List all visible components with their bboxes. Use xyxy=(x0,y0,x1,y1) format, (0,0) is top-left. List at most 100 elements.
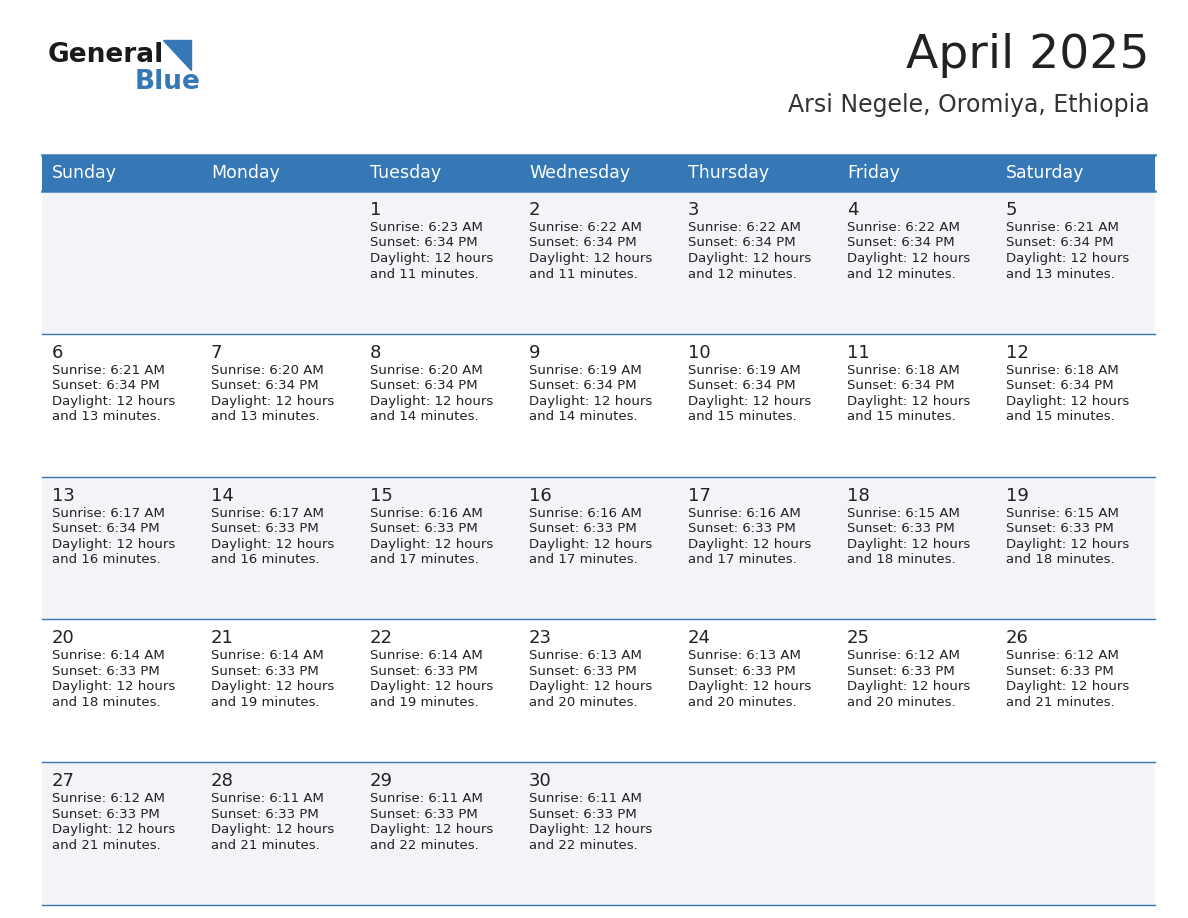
Text: Daylight: 12 hours: Daylight: 12 hours xyxy=(1006,538,1130,551)
Text: Sunrise: 6:18 AM: Sunrise: 6:18 AM xyxy=(847,364,960,376)
Text: Sunrise: 6:23 AM: Sunrise: 6:23 AM xyxy=(369,221,482,234)
Text: 23: 23 xyxy=(529,630,552,647)
Bar xyxy=(42,476,201,620)
Text: Sunset: 6:33 PM: Sunset: 6:33 PM xyxy=(529,665,637,677)
Text: and 22 minutes.: and 22 minutes. xyxy=(369,839,479,852)
Text: and 11 minutes.: and 11 minutes. xyxy=(529,267,638,281)
Bar xyxy=(360,476,519,620)
Text: Sunset: 6:34 PM: Sunset: 6:34 PM xyxy=(211,379,318,392)
Bar xyxy=(360,762,519,905)
Text: and 18 minutes.: and 18 minutes. xyxy=(52,696,160,709)
Bar xyxy=(519,620,678,762)
Text: Daylight: 12 hours: Daylight: 12 hours xyxy=(688,395,811,408)
Text: April 2025: April 2025 xyxy=(906,32,1150,77)
Bar xyxy=(201,620,360,762)
Text: Sunrise: 6:20 AM: Sunrise: 6:20 AM xyxy=(211,364,324,376)
Bar xyxy=(838,334,996,476)
Bar xyxy=(42,191,201,334)
Text: 12: 12 xyxy=(1006,344,1029,362)
Text: Daylight: 12 hours: Daylight: 12 hours xyxy=(529,823,652,836)
Text: and 12 minutes.: and 12 minutes. xyxy=(847,267,956,281)
Text: Sunset: 6:33 PM: Sunset: 6:33 PM xyxy=(847,665,955,677)
Text: Sunset: 6:34 PM: Sunset: 6:34 PM xyxy=(529,237,637,250)
Text: Daylight: 12 hours: Daylight: 12 hours xyxy=(52,823,176,836)
Text: Sunset: 6:33 PM: Sunset: 6:33 PM xyxy=(1006,522,1114,535)
Text: Sunrise: 6:22 AM: Sunrise: 6:22 AM xyxy=(688,221,801,234)
Text: 16: 16 xyxy=(529,487,551,505)
Text: Sunset: 6:34 PM: Sunset: 6:34 PM xyxy=(529,379,637,392)
Text: Sunset: 6:34 PM: Sunset: 6:34 PM xyxy=(688,379,796,392)
Text: and 14 minutes.: and 14 minutes. xyxy=(369,410,479,423)
Text: 8: 8 xyxy=(369,344,381,362)
Text: Sunset: 6:33 PM: Sunset: 6:33 PM xyxy=(211,522,318,535)
Text: Sunrise: 6:11 AM: Sunrise: 6:11 AM xyxy=(211,792,324,805)
Text: Sunrise: 6:11 AM: Sunrise: 6:11 AM xyxy=(369,792,482,805)
Text: Daylight: 12 hours: Daylight: 12 hours xyxy=(52,395,176,408)
Bar xyxy=(996,334,1155,476)
Text: Sunrise: 6:22 AM: Sunrise: 6:22 AM xyxy=(529,221,642,234)
Text: 19: 19 xyxy=(1006,487,1029,505)
Text: Sunrise: 6:18 AM: Sunrise: 6:18 AM xyxy=(1006,364,1119,376)
Text: 6: 6 xyxy=(52,344,63,362)
Bar xyxy=(42,155,1155,191)
Text: Sunrise: 6:12 AM: Sunrise: 6:12 AM xyxy=(847,649,960,663)
Text: Daylight: 12 hours: Daylight: 12 hours xyxy=(369,395,493,408)
Text: Daylight: 12 hours: Daylight: 12 hours xyxy=(369,252,493,265)
Text: Sunset: 6:33 PM: Sunset: 6:33 PM xyxy=(52,808,159,821)
Bar xyxy=(519,476,678,620)
Text: Sunset: 6:33 PM: Sunset: 6:33 PM xyxy=(369,665,478,677)
Text: 2: 2 xyxy=(529,201,541,219)
Text: Daylight: 12 hours: Daylight: 12 hours xyxy=(1006,680,1130,693)
Text: Daylight: 12 hours: Daylight: 12 hours xyxy=(1006,395,1130,408)
Text: and 21 minutes.: and 21 minutes. xyxy=(211,839,320,852)
Text: 11: 11 xyxy=(847,344,870,362)
Text: Sunset: 6:33 PM: Sunset: 6:33 PM xyxy=(369,808,478,821)
Text: 1: 1 xyxy=(369,201,381,219)
Text: and 20 minutes.: and 20 minutes. xyxy=(847,696,955,709)
Text: and 20 minutes.: and 20 minutes. xyxy=(529,696,638,709)
Text: and 19 minutes.: and 19 minutes. xyxy=(369,696,479,709)
Text: 27: 27 xyxy=(52,772,75,790)
Text: and 12 minutes.: and 12 minutes. xyxy=(688,267,797,281)
Bar xyxy=(838,620,996,762)
Bar xyxy=(42,762,201,905)
Text: 30: 30 xyxy=(529,772,551,790)
Text: and 17 minutes.: and 17 minutes. xyxy=(369,554,479,566)
Text: Sunset: 6:33 PM: Sunset: 6:33 PM xyxy=(688,665,796,677)
Text: and 19 minutes.: and 19 minutes. xyxy=(211,696,320,709)
Bar xyxy=(678,334,838,476)
Text: Sunrise: 6:19 AM: Sunrise: 6:19 AM xyxy=(688,364,801,376)
Text: and 16 minutes.: and 16 minutes. xyxy=(211,554,320,566)
Text: Sunrise: 6:22 AM: Sunrise: 6:22 AM xyxy=(847,221,960,234)
Text: Sunset: 6:33 PM: Sunset: 6:33 PM xyxy=(529,522,637,535)
Text: Sunrise: 6:20 AM: Sunrise: 6:20 AM xyxy=(369,364,482,376)
Bar xyxy=(201,191,360,334)
Text: Daylight: 12 hours: Daylight: 12 hours xyxy=(529,395,652,408)
Text: 13: 13 xyxy=(52,487,75,505)
Text: Sunset: 6:34 PM: Sunset: 6:34 PM xyxy=(52,522,159,535)
Text: Daylight: 12 hours: Daylight: 12 hours xyxy=(52,538,176,551)
Text: Sunset: 6:34 PM: Sunset: 6:34 PM xyxy=(847,379,955,392)
Text: Sunset: 6:33 PM: Sunset: 6:33 PM xyxy=(52,665,159,677)
Bar xyxy=(996,762,1155,905)
Text: and 20 minutes.: and 20 minutes. xyxy=(688,696,797,709)
Text: Saturday: Saturday xyxy=(1006,164,1085,182)
Text: and 15 minutes.: and 15 minutes. xyxy=(847,410,956,423)
Bar xyxy=(996,476,1155,620)
Text: 3: 3 xyxy=(688,201,700,219)
Text: and 21 minutes.: and 21 minutes. xyxy=(1006,696,1114,709)
Bar xyxy=(678,620,838,762)
Bar xyxy=(42,334,201,476)
Text: and 13 minutes.: and 13 minutes. xyxy=(211,410,320,423)
Text: Daylight: 12 hours: Daylight: 12 hours xyxy=(847,395,971,408)
Bar xyxy=(996,191,1155,334)
Text: Sunset: 6:34 PM: Sunset: 6:34 PM xyxy=(369,237,478,250)
Text: Sunset: 6:33 PM: Sunset: 6:33 PM xyxy=(688,522,796,535)
Text: 24: 24 xyxy=(688,630,710,647)
Bar xyxy=(360,334,519,476)
Bar xyxy=(838,476,996,620)
Text: and 18 minutes.: and 18 minutes. xyxy=(847,554,955,566)
Text: Daylight: 12 hours: Daylight: 12 hours xyxy=(369,823,493,836)
Text: Sunset: 6:34 PM: Sunset: 6:34 PM xyxy=(688,237,796,250)
Text: Sunrise: 6:19 AM: Sunrise: 6:19 AM xyxy=(529,364,642,376)
